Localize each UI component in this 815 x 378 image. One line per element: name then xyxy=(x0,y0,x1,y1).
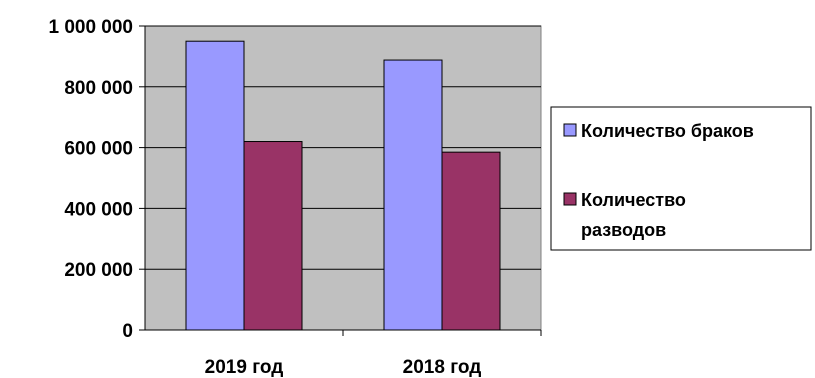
x-category-label: 2018 год xyxy=(403,357,482,378)
bars xyxy=(185,40,501,331)
legend-frame xyxy=(550,106,812,251)
legend-swatch-divorces xyxy=(563,192,577,206)
y-tick-label: 600 000 xyxy=(64,139,133,160)
axes xyxy=(139,25,542,336)
bar-divorces xyxy=(243,141,303,331)
y-tick-labels: 0 200 000 400 000 600 000 800 000 1 000 000 xyxy=(48,17,133,342)
x-category-label: 2019 год xyxy=(205,357,284,378)
legend: Количество браков Количество разводов xyxy=(550,106,812,251)
bar-marriages xyxy=(383,59,443,331)
bar-marriages xyxy=(185,40,245,331)
bar-divorces xyxy=(441,151,501,331)
y-tick-label: 800 000 xyxy=(64,78,133,99)
y-tick-label: 0 xyxy=(122,321,133,342)
y-tick-label: 400 000 xyxy=(64,199,133,220)
legend-label-divorces-line2: разводов xyxy=(581,220,666,240)
legend-label-marriages: Количество браков xyxy=(581,121,754,141)
x-category-labels: 2019 год 2018 год xyxy=(205,357,482,378)
y-tick-label: 1 000 000 xyxy=(48,17,133,38)
legend-label-divorces-line1: Количество xyxy=(581,190,686,210)
y-tick-label: 200 000 xyxy=(64,260,133,281)
legend-swatch-marriages xyxy=(563,123,577,137)
